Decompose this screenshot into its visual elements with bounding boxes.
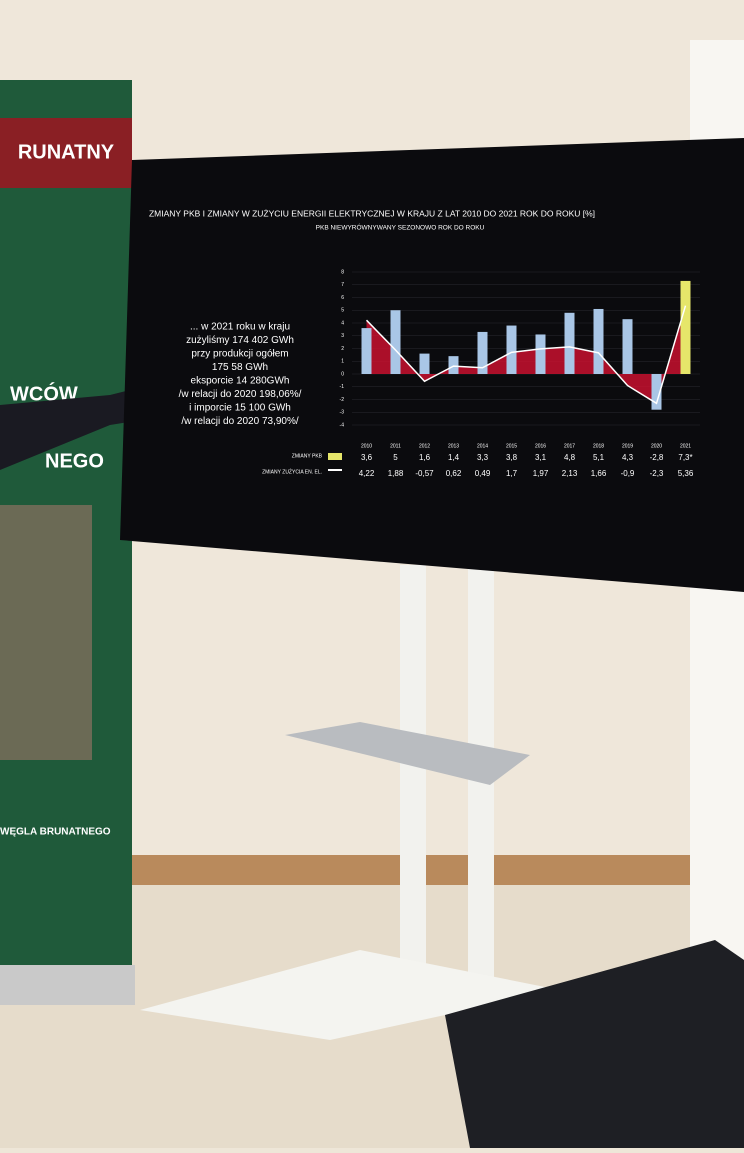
data-label: 1,6	[419, 453, 431, 462]
x-tick-label: 2016	[535, 443, 546, 449]
data-label: 3,6	[361, 453, 373, 462]
data-label: 0,62	[446, 469, 462, 478]
data-label: 1,66	[591, 469, 607, 478]
x-tick-label: 2011	[390, 443, 401, 449]
data-label: 0,49	[475, 469, 491, 478]
bar	[623, 319, 633, 374]
banner-base	[0, 965, 135, 1005]
data-label: 3,8	[506, 453, 518, 462]
bar	[681, 281, 691, 374]
annotation: eksporcie 14 280GWh	[191, 376, 290, 387]
bar	[565, 313, 575, 374]
chart-title: ZMIANY PKB I ZMIANY W ZUŻYCIU ENERGII EL…	[149, 208, 595, 218]
bar	[449, 356, 459, 374]
bar	[420, 354, 430, 374]
x-tick-label: 2013	[448, 443, 459, 449]
x-tick-label: 2017	[564, 443, 575, 449]
data-label: 4,8	[564, 453, 576, 462]
data-label: 5,1	[593, 453, 605, 462]
x-tick-label: 2020	[651, 443, 662, 449]
banner-photo	[0, 505, 92, 760]
x-tick-label: 2014	[477, 443, 488, 449]
data-label: 7,3*	[678, 453, 692, 462]
bar	[362, 328, 372, 374]
annotation: 175 58 GWh	[212, 362, 268, 373]
y-tick-label: -1	[340, 384, 345, 390]
x-tick-label: 2019	[622, 443, 633, 449]
data-label: -2,3	[650, 469, 664, 478]
annotation: /w relacji do 2020 198,06%/	[179, 389, 302, 400]
bar	[536, 334, 546, 374]
x-tick-label: 2021	[680, 443, 691, 449]
annotation: ... w 2021 roku w kraju	[190, 322, 290, 333]
x-tick-label: 2018	[593, 443, 604, 449]
y-tick-label: 1	[341, 359, 344, 365]
data-label: 3,3	[477, 453, 489, 462]
page: RUNATNY WCÓW NEGO WĘGLA BRUNATNEGO ZMIAN…	[0, 0, 744, 1153]
legend-swatch	[328, 469, 342, 471]
stand-pole	[400, 565, 426, 985]
y-tick-label: -4	[340, 422, 345, 428]
banner-text: NEGO	[45, 450, 104, 472]
x-tick-label: 2012	[419, 443, 430, 449]
bar	[594, 309, 604, 374]
bar	[507, 326, 517, 374]
y-tick-label: 4	[341, 320, 344, 326]
annotation: i imporcie 15 100 GWh	[189, 403, 291, 414]
banner-text: RUNATNY	[18, 141, 115, 163]
chart-subtitle: PKB NIEWYRÓWNYWANY SEZONOWO ROK DO ROKU	[316, 223, 485, 232]
data-label: 4,3	[622, 453, 634, 462]
data-label: 1,88	[388, 469, 404, 478]
annotation: /w relacji do 2020 73,90%/	[181, 416, 299, 427]
data-label: -0,57	[415, 469, 434, 478]
annotation: przy produkcji ogółem	[191, 349, 288, 360]
y-tick-label: 5	[341, 308, 344, 314]
y-tick-label: 8	[341, 269, 344, 275]
x-tick-label: 2015	[506, 443, 517, 449]
data-label: 1,97	[533, 469, 549, 478]
legend-swatch	[328, 453, 342, 460]
data-label: 5	[393, 453, 398, 462]
data-label: 5,36	[678, 469, 694, 478]
x-tick-label: 2010	[361, 443, 372, 449]
data-label: 1,7	[506, 469, 518, 478]
annotation: zużyliśmy 174 402 GWh	[186, 335, 294, 346]
data-label: 2,13	[562, 469, 578, 478]
y-tick-label: 0	[341, 371, 344, 377]
legend-label: ZMIANY ZUŻYCIA EN. EL.	[262, 468, 322, 475]
legend-label: ZMIANY PKB	[292, 453, 323, 459]
bar	[391, 310, 401, 374]
data-label: 4,22	[359, 469, 375, 478]
data-label: -0,9	[621, 469, 635, 478]
y-tick-label: -3	[340, 410, 345, 416]
scene: RUNATNY WCÓW NEGO WĘGLA BRUNATNEGO ZMIAN…	[0, 0, 744, 1148]
banner-text: WĘGLA BRUNATNEGO	[0, 827, 111, 838]
y-tick-label: 3	[341, 333, 344, 339]
data-label: 3,1	[535, 453, 547, 462]
y-tick-label: -2	[340, 397, 345, 403]
y-tick-label: 6	[341, 295, 344, 301]
data-label: -2,8	[650, 453, 664, 462]
y-tick-label: 7	[341, 282, 344, 288]
y-tick-label: 2	[341, 346, 344, 352]
data-label: 1,4	[448, 453, 460, 462]
